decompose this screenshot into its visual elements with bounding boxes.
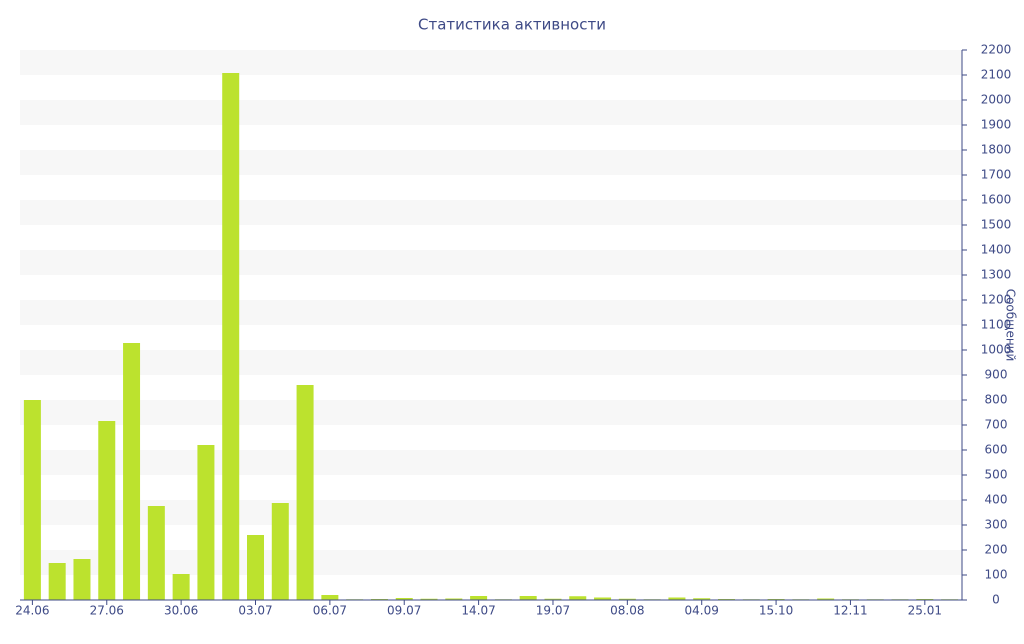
bar: [271, 503, 289, 600]
grid-band: [20, 150, 962, 175]
bar: [618, 598, 636, 600]
y-tick-label: 1900: [981, 118, 1012, 132]
y-tick-label: 500: [985, 468, 1008, 482]
bar: [470, 596, 488, 600]
y-tick-label: 1600: [981, 193, 1012, 207]
y-tick-label: 100: [985, 568, 1008, 582]
y-tick-label: 1000: [981, 343, 1012, 357]
bar: [222, 73, 240, 600]
grid-band: [20, 450, 962, 475]
x-tick-label: 25.01: [908, 604, 942, 618]
x-tick-label: 04.09: [685, 604, 719, 618]
bar: [519, 596, 537, 600]
grid-band: [20, 500, 962, 525]
y-tick-label: 400: [985, 493, 1008, 507]
bar: [172, 574, 190, 600]
bar: [420, 598, 438, 600]
x-tick-label: 19.07: [536, 604, 570, 618]
x-tick-label: 24.06: [15, 604, 49, 618]
bar: [247, 535, 264, 600]
bar: [321, 595, 339, 600]
grid-band: [20, 350, 962, 375]
y-tick-label: 2100: [981, 68, 1012, 82]
x-tick-label: 15.10: [759, 604, 793, 618]
x-tick-label: 03.07: [238, 604, 272, 618]
grid-band: [20, 300, 962, 325]
y-tick-label: 1500: [981, 218, 1012, 232]
y-tick-label: 2000: [981, 93, 1012, 107]
y-axis-title: Сообщений: [1004, 289, 1018, 362]
y-tick-label: 1300: [981, 268, 1012, 282]
chart-title: Статистика активности: [418, 16, 606, 34]
y-tick-label: 600: [985, 443, 1008, 457]
bar: [296, 385, 314, 600]
x-tick-label: 06.07: [313, 604, 347, 618]
bar: [98, 421, 116, 600]
y-tick-label: 800: [985, 393, 1008, 407]
grid-band: [20, 250, 962, 275]
bar: [445, 598, 463, 600]
y-tick-label: 1800: [981, 143, 1012, 157]
grid-band: [20, 400, 962, 425]
x-tick-label: 08.08: [610, 604, 644, 618]
x-tick-label: 09.07: [387, 604, 421, 618]
grid-band: [20, 50, 962, 75]
x-tick-label: 27.06: [90, 604, 124, 618]
y-tick-label: 900: [985, 368, 1008, 382]
bar: [817, 598, 835, 600]
bar: [594, 597, 612, 600]
bar: [569, 596, 587, 600]
bar: [147, 506, 165, 600]
bar: [73, 559, 91, 600]
bar: [693, 598, 711, 600]
bar: [544, 598, 562, 600]
y-tick-label: 1200: [981, 293, 1012, 307]
y-tick-label: 300: [985, 518, 1008, 532]
y-tick-label: 1400: [981, 243, 1012, 257]
y-tick-label: 2200: [981, 43, 1012, 57]
grid-band: [20, 200, 962, 225]
y-tick-label: 0: [992, 593, 1000, 607]
bar: [123, 343, 141, 600]
x-tick-label: 12.11: [833, 604, 867, 618]
bar: [668, 597, 686, 600]
bar: [23, 400, 41, 600]
y-tick-label: 200: [985, 543, 1008, 557]
bar: [395, 598, 413, 600]
bar: [48, 563, 66, 600]
grid-band: [20, 100, 962, 125]
y-tick-label: 1100: [981, 318, 1012, 332]
x-tick-label: 14.07: [461, 604, 495, 618]
bar: [197, 445, 215, 600]
y-tick-label: 700: [985, 418, 1008, 432]
y-tick-label: 1700: [981, 168, 1012, 182]
x-tick-label: 30.06: [164, 604, 198, 618]
grid-band: [20, 550, 962, 575]
